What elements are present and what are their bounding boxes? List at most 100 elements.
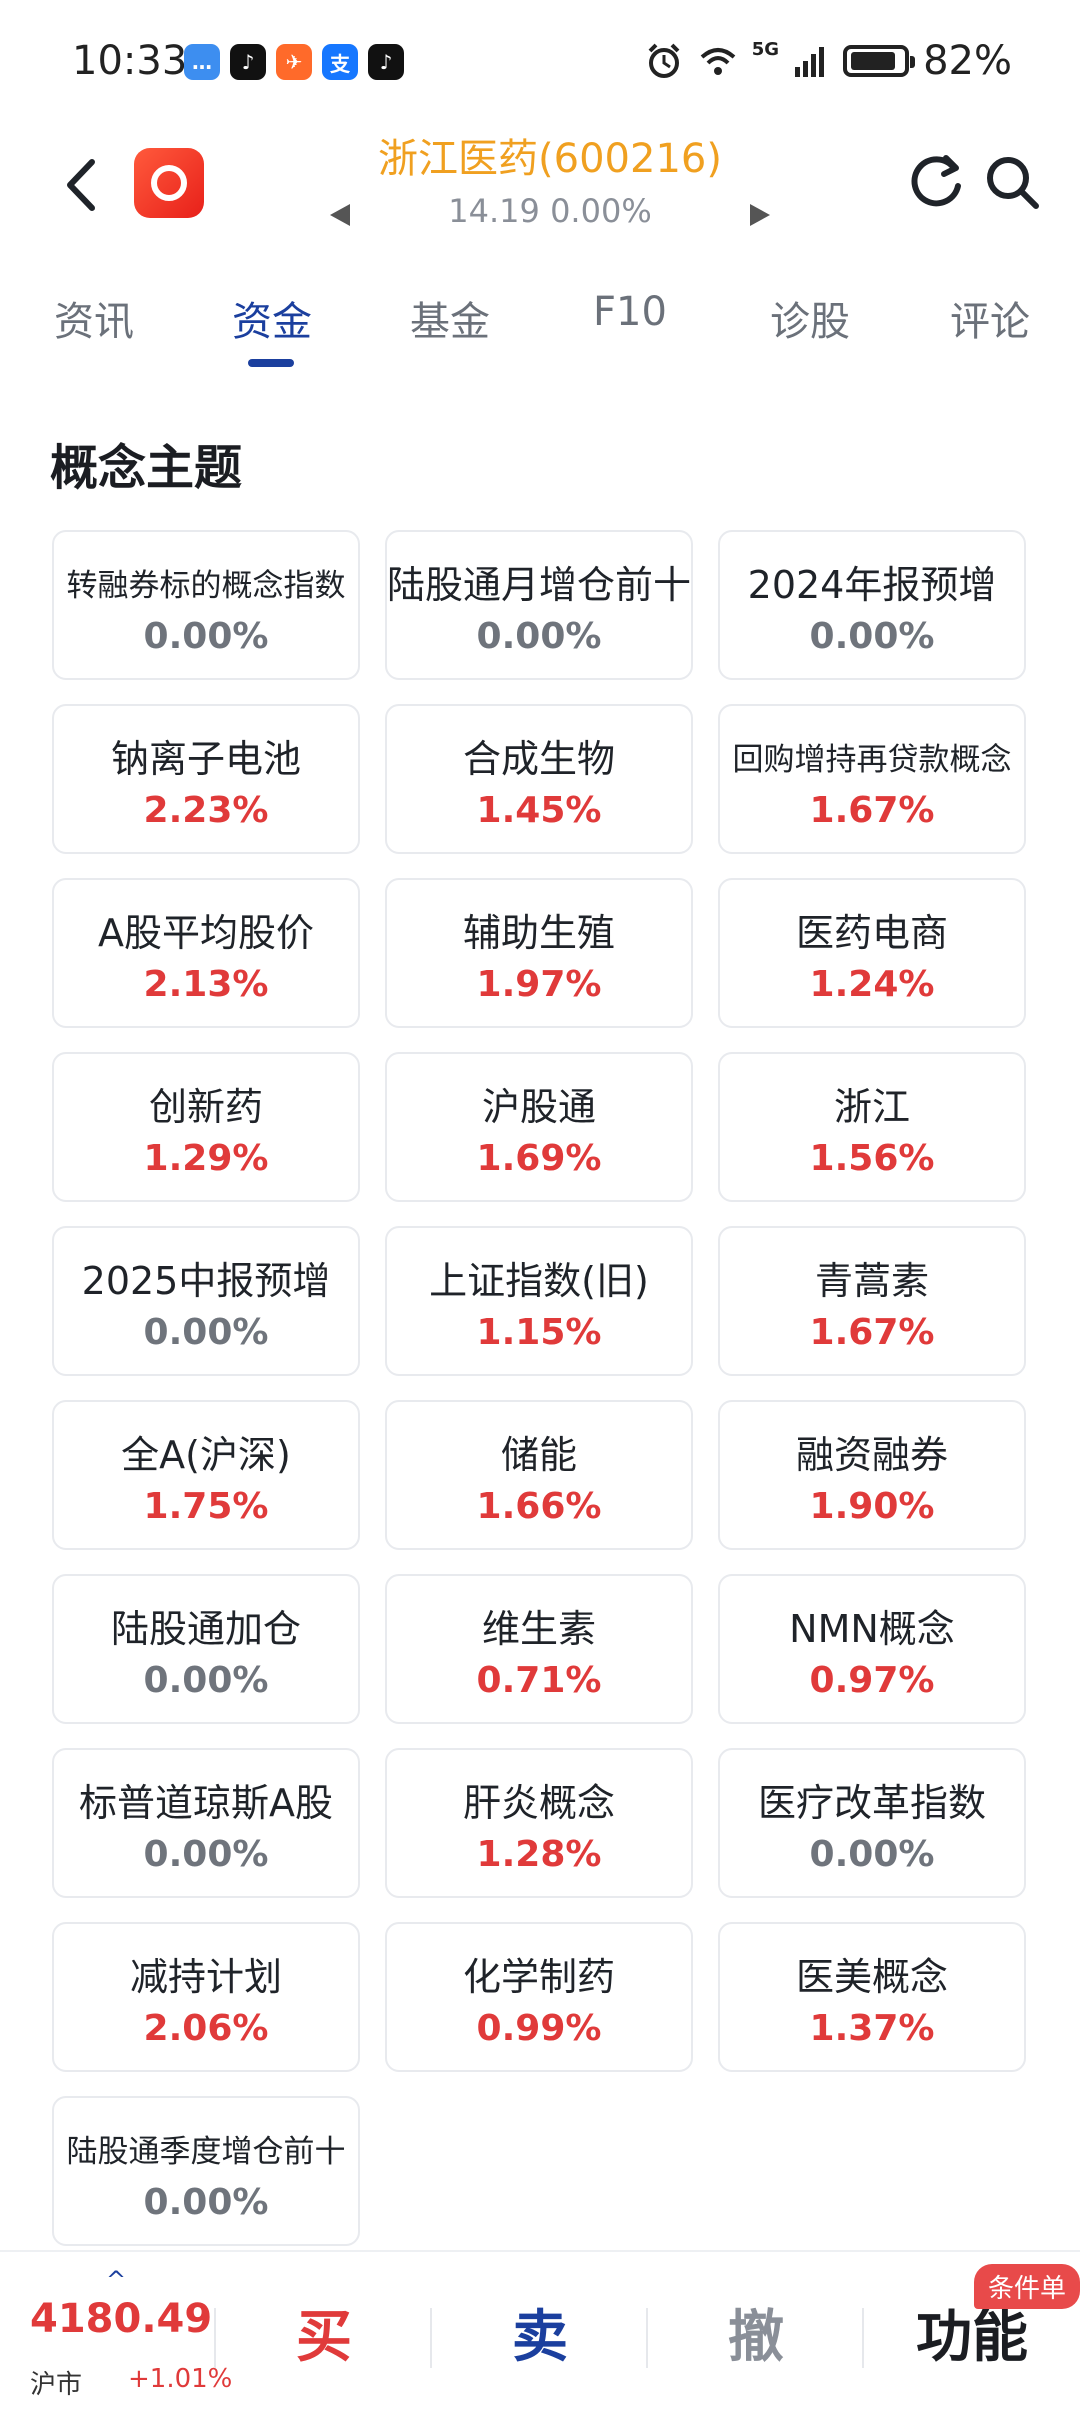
concept-change-percent: 1.28% bbox=[476, 1834, 602, 1875]
concept-change-percent: 2.23% bbox=[143, 790, 269, 831]
alipay-app-icon: 支 bbox=[322, 44, 358, 80]
tab-f10[interactable]: F10 bbox=[593, 289, 667, 335]
concept-card[interactable]: 创新药 1.29% bbox=[52, 1052, 360, 1202]
function-button[interactable]: 功能 bbox=[916, 2305, 1028, 2370]
concept-card[interactable]: 医药电商 1.24% bbox=[718, 878, 1026, 1028]
concept-card[interactable]: NMN概念 0.97% bbox=[718, 1574, 1026, 1724]
concept-name: 陆股通加仓 bbox=[110, 1607, 301, 1651]
concept-name: 回购增持再贷款概念 bbox=[732, 742, 1012, 778]
app-logo[interactable] bbox=[134, 148, 204, 218]
concept-card[interactable]: 沪股通 1.69% bbox=[385, 1052, 693, 1202]
cancel-order-button[interactable]: 撤 bbox=[728, 2305, 784, 2370]
concept-card[interactable]: 回购增持再贷款概念 1.67% bbox=[718, 704, 1026, 854]
concept-card[interactable]: 陆股通月增仓前十 0.00% bbox=[385, 530, 693, 680]
concept-card[interactable]: 2024年报预增 0.00% bbox=[718, 530, 1026, 680]
wifi-icon bbox=[700, 48, 736, 75]
concept-name: 医药电商 bbox=[795, 911, 948, 955]
concept-change-percent: 1.67% bbox=[809, 790, 935, 831]
alarm-icon bbox=[648, 43, 680, 78]
concept-change-percent: 0.99% bbox=[476, 2008, 602, 2049]
stock-price-change: 14.19 0.00% bbox=[448, 192, 652, 230]
concept-card[interactable]: 化学制药 0.99% bbox=[385, 1922, 693, 2072]
section-title: 概念主题 bbox=[50, 440, 243, 496]
refresh-icon[interactable] bbox=[906, 150, 966, 214]
concept-change-percent: 0.97% bbox=[809, 1660, 935, 1701]
concept-change-percent: 1.24% bbox=[809, 964, 935, 1005]
tab-news[interactable]: 资讯 bbox=[54, 299, 134, 345]
concept-name: 化学制药 bbox=[462, 1955, 615, 1999]
active-tab-indicator bbox=[248, 359, 294, 367]
concept-card[interactable]: 青蒿素 1.67% bbox=[718, 1226, 1026, 1376]
concept-card[interactable]: 转融券标的概念指数 0.00% bbox=[52, 530, 360, 680]
index-change: +1.01% bbox=[128, 2364, 233, 2394]
concept-name: 2025中报预增 bbox=[81, 1259, 331, 1303]
concept-card[interactable]: 标普道琼斯A股 0.00% bbox=[52, 1748, 360, 1898]
concept-name: 陆股通月增仓前十 bbox=[387, 563, 692, 607]
concept-card[interactable]: 肝炎概念 1.28% bbox=[385, 1748, 693, 1898]
concept-name: 青蒿素 bbox=[814, 1259, 929, 1303]
concept-change-percent: 1.15% bbox=[476, 1312, 602, 1353]
concept-card[interactable]: 辅助生殖 1.97% bbox=[385, 878, 693, 1028]
status-indicators: 5G 82% bbox=[644, 38, 1012, 84]
status-notification-icons: … ♪ ✈ 支 ♪ bbox=[184, 44, 404, 80]
back-icon[interactable] bbox=[56, 150, 106, 220]
concept-card[interactable]: 浙江 1.56% bbox=[718, 1052, 1026, 1202]
concept-card[interactable]: 医美概念 1.37% bbox=[718, 1922, 1026, 2072]
concept-card[interactable]: 2025中报预增 0.00% bbox=[52, 1226, 360, 1376]
concept-name: 沪股通 bbox=[481, 1085, 596, 1129]
concept-change-percent: 0.00% bbox=[143, 616, 269, 657]
concept-change-percent: 0.00% bbox=[809, 1834, 935, 1875]
tiktok-app-icon: ♪ bbox=[230, 44, 266, 80]
concept-name: 上证指数(旧) bbox=[429, 1259, 649, 1303]
concept-card[interactable]: 合成生物 1.45% bbox=[385, 704, 693, 854]
tab-funds[interactable]: 资金 bbox=[232, 299, 312, 345]
concept-change-percent: 0.00% bbox=[143, 1834, 269, 1875]
concept-card[interactable]: 上证指数(旧) 1.15% bbox=[385, 1226, 693, 1376]
concept-name: 浙江 bbox=[833, 1085, 910, 1129]
concept-change-percent: 1.45% bbox=[476, 790, 602, 831]
orange-app-icon: ✈ bbox=[276, 44, 312, 80]
expand-caret-icon[interactable]: ^ bbox=[106, 2266, 127, 2294]
divider bbox=[862, 2308, 864, 2368]
concept-name: 减持计划 bbox=[129, 1955, 282, 1999]
concept-card[interactable]: 减持计划 2.06% bbox=[52, 1922, 360, 2072]
concept-name: 全A(沪深) bbox=[121, 1433, 291, 1477]
divider bbox=[646, 2308, 648, 2368]
concept-change-percent: 0.00% bbox=[809, 616, 935, 657]
tab-fund[interactable]: 基金 bbox=[410, 299, 490, 345]
concept-card[interactable]: 全A(沪深) 1.75% bbox=[52, 1400, 360, 1550]
concept-change-percent: 0.71% bbox=[476, 1660, 602, 1701]
concept-name: 创新药 bbox=[148, 1085, 263, 1129]
concept-card[interactable]: 储能 1.66% bbox=[385, 1400, 693, 1550]
search-icon[interactable] bbox=[982, 150, 1042, 214]
concept-card[interactable]: 陆股通加仓 0.00% bbox=[52, 1574, 360, 1724]
stock-header: 浙江医药(600216) 14.19 0.00% bbox=[0, 120, 1080, 250]
status-time: 10:33 bbox=[72, 38, 188, 84]
concept-card[interactable]: 维生素 0.71% bbox=[385, 1574, 693, 1724]
concept-card[interactable]: 融资融券 1.90% bbox=[718, 1400, 1026, 1550]
concept-change-percent: 1.97% bbox=[476, 964, 602, 1005]
concept-name: 医疗改革指数 bbox=[757, 1781, 986, 1825]
concept-change-percent: 1.37% bbox=[809, 2008, 935, 2049]
next-stock-icon[interactable] bbox=[750, 204, 770, 226]
concept-name: 辅助生殖 bbox=[462, 911, 615, 955]
sell-button[interactable]: 卖 bbox=[512, 2305, 568, 2370]
concept-card[interactable]: 陆股通季度增仓前十 0.00% bbox=[52, 2096, 360, 2246]
concept-change-percent: 0.00% bbox=[143, 1312, 269, 1353]
previous-stock-icon[interactable] bbox=[330, 204, 350, 226]
concept-name: 肝炎概念 bbox=[462, 1781, 615, 1825]
concept-card[interactable]: 钠离子电池 2.23% bbox=[52, 704, 360, 854]
tiktok-lite-app-icon: ♪ bbox=[368, 44, 404, 80]
concept-change-percent: 0.00% bbox=[143, 2182, 269, 2223]
buy-button[interactable]: 买 bbox=[296, 2305, 352, 2370]
tab-diagnose[interactable]: 诊股 bbox=[770, 299, 850, 345]
concept-card[interactable]: 医疗改革指数 0.00% bbox=[718, 1748, 1026, 1898]
concept-name: NMN概念 bbox=[789, 1607, 955, 1651]
tab-comments[interactable]: 评论 bbox=[950, 299, 1030, 345]
network-type: 5G bbox=[751, 38, 780, 60]
concept-name: 陆股通季度增仓前十 bbox=[66, 2134, 346, 2170]
index-value[interactable]: 4180.49 bbox=[30, 2296, 213, 2342]
concept-card[interactable]: A股平均股价 2.13% bbox=[52, 878, 360, 1028]
status-bar: 10:33 … ♪ ✈ 支 ♪ 5G 82% bbox=[0, 0, 1080, 120]
conditional-order-badge[interactable]: 条件单 bbox=[974, 2264, 1080, 2309]
